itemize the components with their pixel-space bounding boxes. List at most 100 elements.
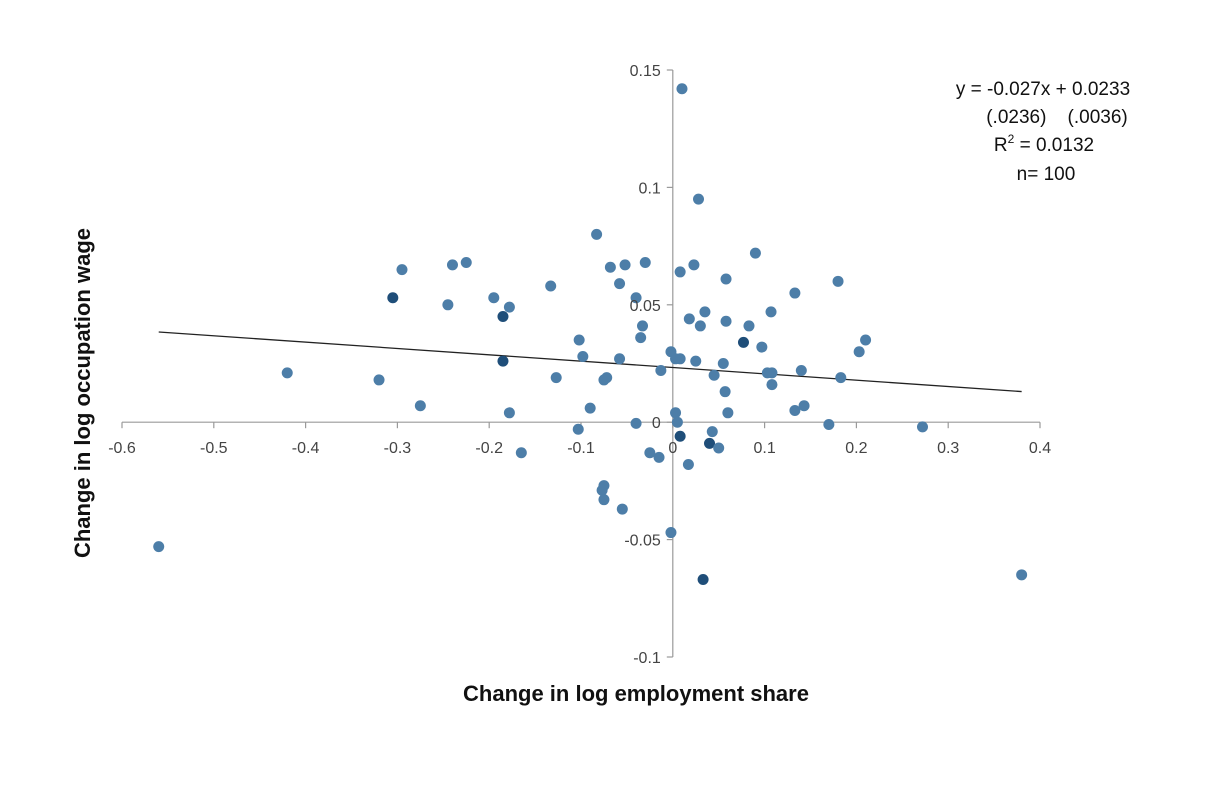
data-point — [795, 365, 807, 377]
x-axis-title: Change in log employment share — [463, 681, 809, 706]
data-point — [766, 379, 778, 391]
data-point — [1016, 569, 1028, 581]
y-tick-label: -0.1 — [633, 650, 661, 667]
data-point — [396, 264, 408, 276]
trend-line — [158, 331, 1022, 393]
data-point — [442, 299, 454, 311]
data-point — [460, 257, 472, 269]
data-point — [671, 416, 683, 428]
x-tick-label: 0.3 — [937, 440, 959, 457]
data-point — [503, 407, 515, 419]
axes — [121, 69, 1041, 658]
y-tick-label: -0.05 — [624, 533, 661, 550]
data-point — [722, 407, 734, 419]
data-point — [630, 292, 642, 304]
data-point — [704, 437, 716, 449]
data-point — [616, 503, 628, 515]
data-point — [682, 458, 694, 470]
regression-r-squared: R2 = 0.0132 — [994, 132, 1094, 156]
data-point — [706, 426, 718, 438]
data-point — [497, 355, 509, 367]
data-point — [717, 358, 729, 369]
x-tick-label: -0.2 — [475, 440, 503, 457]
data-point — [676, 83, 688, 95]
x-tick-label: 0 — [668, 440, 677, 457]
data-point — [688, 259, 700, 271]
y-tick-label: 0.15 — [630, 63, 661, 80]
data-point — [577, 350, 589, 362]
data-point — [635, 332, 647, 344]
data-point — [515, 447, 527, 459]
data-point — [860, 334, 872, 346]
data-point — [497, 311, 509, 323]
data-point — [743, 320, 755, 332]
data-point — [683, 313, 695, 325]
regression-std-errors: (.0236) (.0036) — [986, 107, 1128, 128]
data-point — [153, 541, 165, 553]
data-point — [737, 336, 749, 348]
data-point — [674, 430, 686, 442]
data-point — [644, 447, 656, 459]
data-point — [720, 315, 732, 327]
y-axis-title: Change in log occupation wage — [70, 228, 95, 558]
data-point — [639, 257, 651, 269]
data-point — [789, 404, 801, 416]
x-tick-label: -0.5 — [200, 440, 228, 457]
data-point — [674, 266, 686, 278]
regression-annotation: y = -0.027x + 0.0233 (.0236) (.0036) R2 … — [956, 79, 1130, 185]
data-point — [690, 355, 702, 367]
data-point — [387, 292, 399, 304]
data-point — [446, 259, 458, 271]
data-point — [614, 278, 626, 290]
data-point — [545, 280, 557, 292]
data-point — [916, 421, 928, 433]
data-point — [655, 365, 667, 377]
data-point — [670, 407, 682, 419]
trendline-group — [158, 331, 1022, 393]
data-point — [697, 574, 709, 586]
y-tick-label: 0.1 — [639, 180, 661, 197]
data-point — [591, 228, 603, 240]
data-point — [550, 372, 562, 384]
data-point — [630, 417, 642, 429]
data-point — [281, 367, 293, 379]
regression-n: n= 100 — [1017, 164, 1076, 185]
data-point — [637, 320, 649, 332]
data-point — [573, 334, 585, 346]
data-point — [572, 423, 584, 435]
data-point — [765, 306, 777, 318]
data-point — [604, 261, 616, 273]
data-point — [832, 275, 844, 287]
data-point — [584, 402, 596, 414]
x-tick-label: -0.4 — [292, 440, 320, 457]
x-tick-label: 0.2 — [845, 440, 867, 457]
data-point — [598, 374, 610, 386]
r2-superscript: 2 — [1008, 132, 1015, 146]
data-point — [614, 353, 626, 365]
data-point — [373, 374, 385, 386]
x-tick-label: -0.3 — [384, 440, 412, 457]
r2-value: = 0.0132 — [1014, 135, 1094, 156]
data-point — [756, 341, 768, 353]
data-point — [598, 494, 610, 506]
data-point — [699, 306, 711, 318]
r2-prefix: R — [994, 135, 1008, 156]
data-point — [835, 372, 847, 384]
x-tick-label: 0.4 — [1029, 440, 1051, 457]
data-point — [798, 400, 810, 412]
y-tick-label: 0.05 — [630, 298, 661, 315]
x-tick-label: 0.1 — [753, 440, 775, 457]
x-tick-label: -0.1 — [567, 440, 595, 457]
data-point — [823, 419, 835, 431]
data-point — [708, 369, 720, 381]
data-point — [789, 287, 801, 299]
data-point — [693, 193, 705, 205]
x-tick-label: -0.6 — [108, 440, 136, 457]
data-point — [674, 353, 686, 365]
data-point — [853, 346, 865, 358]
data-point — [596, 484, 608, 496]
y-tick-label: 0 — [652, 415, 661, 432]
data-point — [749, 247, 761, 259]
data-point — [694, 320, 706, 332]
